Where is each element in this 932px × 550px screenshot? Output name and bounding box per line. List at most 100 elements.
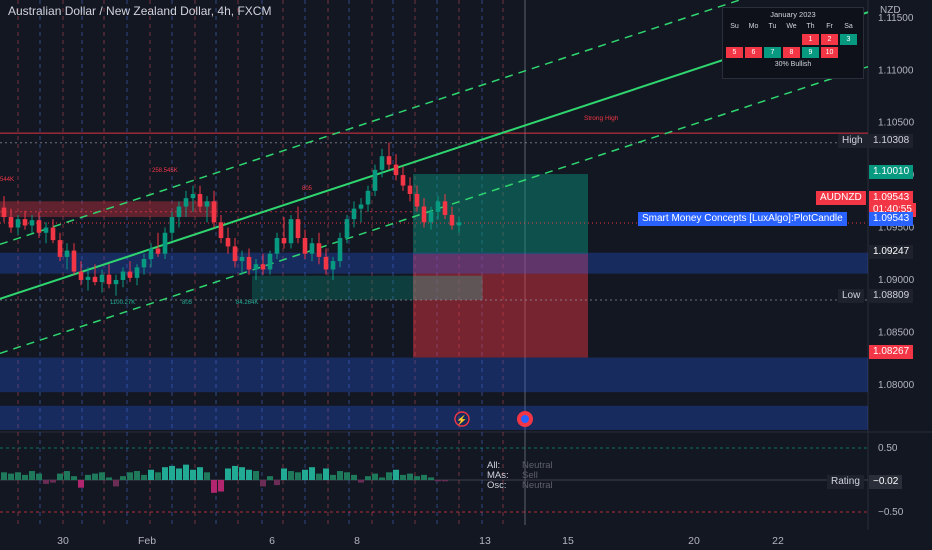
candle: [57, 240, 63, 257]
calendar-weekday: Su: [730, 23, 739, 30]
candle: [169, 217, 175, 233]
osc-bar: [29, 471, 35, 480]
order-block-zone: [0, 252, 868, 274]
volume-label: 258.545K: [152, 168, 178, 174]
osc-bar: [323, 468, 329, 480]
osc-bar: [183, 464, 189, 480]
osc-tick-label: 0.50: [878, 443, 898, 454]
candle: [330, 261, 336, 270]
volume-label: 1100.27K: [110, 300, 135, 306]
lightning-event-icon: [454, 411, 470, 427]
osc-bar: [190, 469, 196, 480]
take-profit-zone: [413, 174, 588, 254]
calendar-weekday: Fr: [826, 23, 833, 30]
symbol-title: Australian Dollar / New Zealand Dollar, …: [8, 4, 272, 18]
candle: [260, 264, 266, 270]
time-tick-label: 22: [772, 535, 784, 547]
osc-bar: [218, 480, 224, 492]
osc-bar: [155, 472, 161, 480]
osc-bar: [127, 472, 133, 480]
osc-bar: [351, 474, 357, 480]
osc-bar: [386, 472, 392, 480]
osc-bar: [78, 480, 84, 488]
osc-bar: [64, 471, 70, 480]
calendar-day: 6: [745, 47, 762, 58]
candle: [456, 222, 462, 226]
time-tick-label: 30: [57, 535, 69, 547]
osc-bar: [379, 477, 385, 480]
osc-bar: [288, 471, 294, 480]
calendar-day: [726, 34, 743, 45]
calendar-day: 3: [840, 34, 857, 45]
candle: [50, 227, 56, 241]
osc-bar: [302, 469, 308, 480]
osc-bar: [50, 480, 56, 483]
osc-bar: [337, 471, 343, 480]
candle: [197, 193, 203, 207]
candle: [358, 204, 364, 209]
lightning-glyph: ⚡: [456, 414, 467, 426]
osc-bar: [22, 474, 28, 480]
level-2-label: 1.08267: [869, 345, 914, 359]
price-tick-label: 1.11000: [878, 65, 914, 76]
level-1-label: 1.09247: [869, 245, 914, 259]
stop-loss-zone: [413, 253, 588, 358]
osc-bar: [316, 473, 322, 480]
candle: [253, 264, 259, 270]
rating-value-label: −0.02: [869, 475, 903, 489]
candle: [274, 238, 280, 254]
osc-bar: [393, 469, 399, 480]
candle: [309, 243, 315, 254]
calendar-weekday: Tu: [768, 23, 777, 30]
calendar-weekday: Sa: [844, 23, 853, 30]
indicator-value-label: 1.09543: [869, 212, 914, 226]
candle: [183, 198, 189, 207]
candle: [281, 238, 287, 244]
osc-bar: [246, 469, 252, 480]
osc-bar: [407, 473, 413, 480]
candle: [8, 217, 14, 228]
indicator-osc-label: Osc:: [487, 480, 507, 491]
calendar-week-2: 5 6 7 8 9 10: [723, 47, 863, 58]
candle: [211, 201, 217, 223]
symbol-price-tag: AUDNZD: [816, 191, 866, 205]
calendar-title: January 2023: [770, 10, 816, 19]
osc-bar: [57, 473, 63, 480]
candle: [435, 201, 441, 212]
osc-bar: [232, 465, 238, 480]
volume-label: 544K: [0, 177, 14, 183]
time-tick-label: 6: [269, 535, 275, 547]
osc-bar: [414, 476, 420, 480]
osc-bar: [344, 472, 350, 480]
indicator-mas-value: Sell: [522, 470, 538, 481]
calendar-day: [783, 34, 800, 45]
candle: [379, 156, 385, 170]
candle: [22, 219, 28, 226]
candle: [218, 222, 224, 239]
calendar-weekday: We: [786, 23, 797, 30]
osc-bar: [400, 474, 406, 480]
osc-bar: [176, 468, 182, 480]
candle: [134, 267, 140, 278]
order-block-zone: [0, 357, 868, 393]
candle: [176, 206, 182, 218]
osc-bar: [239, 467, 245, 480]
osc-bar: [442, 480, 448, 482]
candle: [43, 227, 49, 233]
channel-lower-band: [0, 65, 869, 355]
candle: [316, 243, 322, 257]
candle: [400, 175, 406, 186]
osc-bar: [43, 480, 49, 484]
candle: [162, 232, 168, 254]
candle: [225, 238, 231, 247]
osc-bar: [204, 472, 210, 480]
calendar-day: [840, 47, 857, 58]
osc-bar: [428, 477, 434, 480]
strong-high-label: Strong High: [584, 115, 619, 122]
indicator-name-label: Smart Money Concepts [LuxAlgo]:PlotCandl…: [638, 212, 847, 226]
osc-bar: [372, 473, 378, 480]
candle: [71, 250, 77, 272]
candle: [365, 190, 371, 205]
calendar-day: [745, 34, 762, 45]
